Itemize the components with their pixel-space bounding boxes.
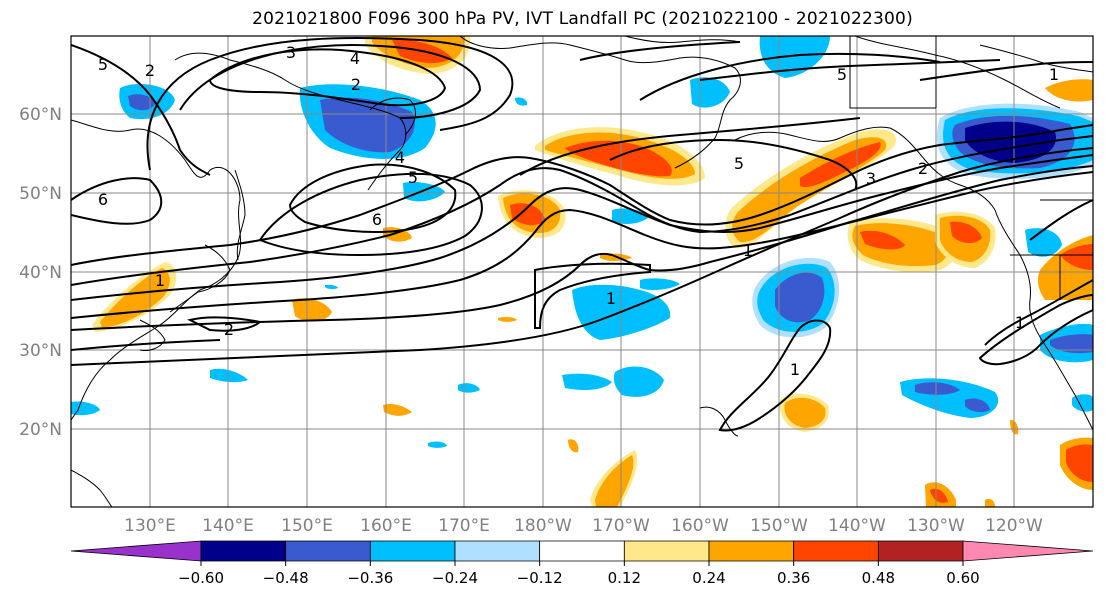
colorbar-extend-high xyxy=(962,540,1094,562)
colorbar-tick-label: −0.48 xyxy=(263,569,309,587)
colorbar-tick-label: −0.24 xyxy=(432,569,478,587)
contour-label: 5 xyxy=(408,168,418,187)
contour-label: 3 xyxy=(286,43,296,62)
lon-label: 150°W xyxy=(750,516,808,536)
contour-label: 1 xyxy=(743,241,753,260)
lon-label: 140°E xyxy=(202,516,254,536)
contour-label: 1 xyxy=(1015,313,1025,332)
map-panel: 5 2 3 4 2 5 4 6 6 2 1 1 1 5 3 2 1 1 5 1 xyxy=(71,36,1093,507)
lon-label: 150°E xyxy=(281,516,333,536)
lon-label: 170°W xyxy=(592,516,650,536)
contour-label: 2 xyxy=(351,75,361,94)
longitude-labels: 130°E 140°E 150°E 160°E 170°E 180°W 170°… xyxy=(124,516,1043,536)
coastlines xyxy=(71,36,1093,507)
colorbar-tick-label: −0.60 xyxy=(178,569,224,587)
lat-label: 20°N xyxy=(19,420,62,440)
colorbar-tick-label: 0.12 xyxy=(608,569,641,587)
lat-label: 40°N xyxy=(19,263,62,283)
contour-labels: 5 2 3 4 2 5 4 6 6 2 1 1 1 5 3 2 1 1 5 1 xyxy=(98,43,1059,379)
colorbar-cell xyxy=(539,540,625,562)
lon-label: 130°E xyxy=(124,516,176,536)
lon-label: 160°E xyxy=(360,516,412,536)
gridlines xyxy=(71,36,1093,507)
pv-contours xyxy=(71,37,1093,432)
colorbar-cells xyxy=(70,540,1094,562)
lon-label: 120°W xyxy=(985,516,1043,536)
colorbar-extend-low xyxy=(70,540,202,562)
contour-label: 2 xyxy=(145,61,155,80)
contour-label: 1 xyxy=(1049,65,1059,84)
negative-pv-shading xyxy=(71,36,1093,448)
lon-label: 170°E xyxy=(438,516,490,536)
colorbar-cell xyxy=(623,540,710,562)
contour-label: 6 xyxy=(372,210,382,229)
lat-label: 50°N xyxy=(19,184,62,204)
contour-label: 3 xyxy=(866,169,876,188)
colorbar-tick-label: 0.60 xyxy=(946,569,979,587)
colorbar-tick-label: 0.24 xyxy=(692,569,725,587)
colorbar-cell xyxy=(708,540,795,562)
latitude-labels: 60°N 50°N 40°N 30°N 20°N xyxy=(19,105,62,440)
contour-label: 1 xyxy=(606,289,616,308)
lon-label: 130°W xyxy=(907,516,965,536)
colorbar-tick-label: 0.48 xyxy=(862,569,895,587)
contour-label: 1 xyxy=(155,271,165,290)
colorbar-cell xyxy=(793,540,879,562)
colorbar: −0.60 −0.48 −0.36 −0.24 −0.12 0.12 0.24 0.36 0.4… xyxy=(70,540,1094,587)
lon-label: 160°W xyxy=(671,516,729,536)
contour-label: 6 xyxy=(98,190,108,209)
contour-label: 2 xyxy=(224,320,234,339)
lon-label: 140°W xyxy=(828,516,886,536)
colorbar-cell xyxy=(877,540,964,562)
colorbar-cell xyxy=(369,540,456,562)
contour-label: 5 xyxy=(837,65,847,84)
colorbar-cell xyxy=(285,540,371,562)
lon-label: 180°W xyxy=(514,516,572,536)
figure-title: 2021021800 F096 300 hPa PV, IVT Landfall… xyxy=(252,9,913,29)
contour-label: 1 xyxy=(790,360,800,379)
colorbar-tick-label: −0.36 xyxy=(347,569,393,587)
colorbar-cell xyxy=(200,540,287,562)
contour-label: 4 xyxy=(350,49,360,68)
colorbar-tick-label: −0.12 xyxy=(517,569,563,587)
lat-label: 30°N xyxy=(19,341,62,361)
colorbar-ticks: −0.60 −0.48 −0.36 −0.24 −0.12 0.12 0.24 0.36 0.4… xyxy=(178,561,980,587)
lat-label: 60°N xyxy=(19,105,62,125)
map-frame xyxy=(70,35,1094,508)
contour-label: 4 xyxy=(395,148,405,167)
contour-label: 5 xyxy=(98,55,108,74)
colorbar-tick-label: 0.36 xyxy=(777,569,810,587)
contour-label: 2 xyxy=(918,159,928,178)
positive-pv-shading xyxy=(92,36,1093,507)
contour-label: 5 xyxy=(734,154,744,173)
colorbar-cell xyxy=(454,540,541,562)
